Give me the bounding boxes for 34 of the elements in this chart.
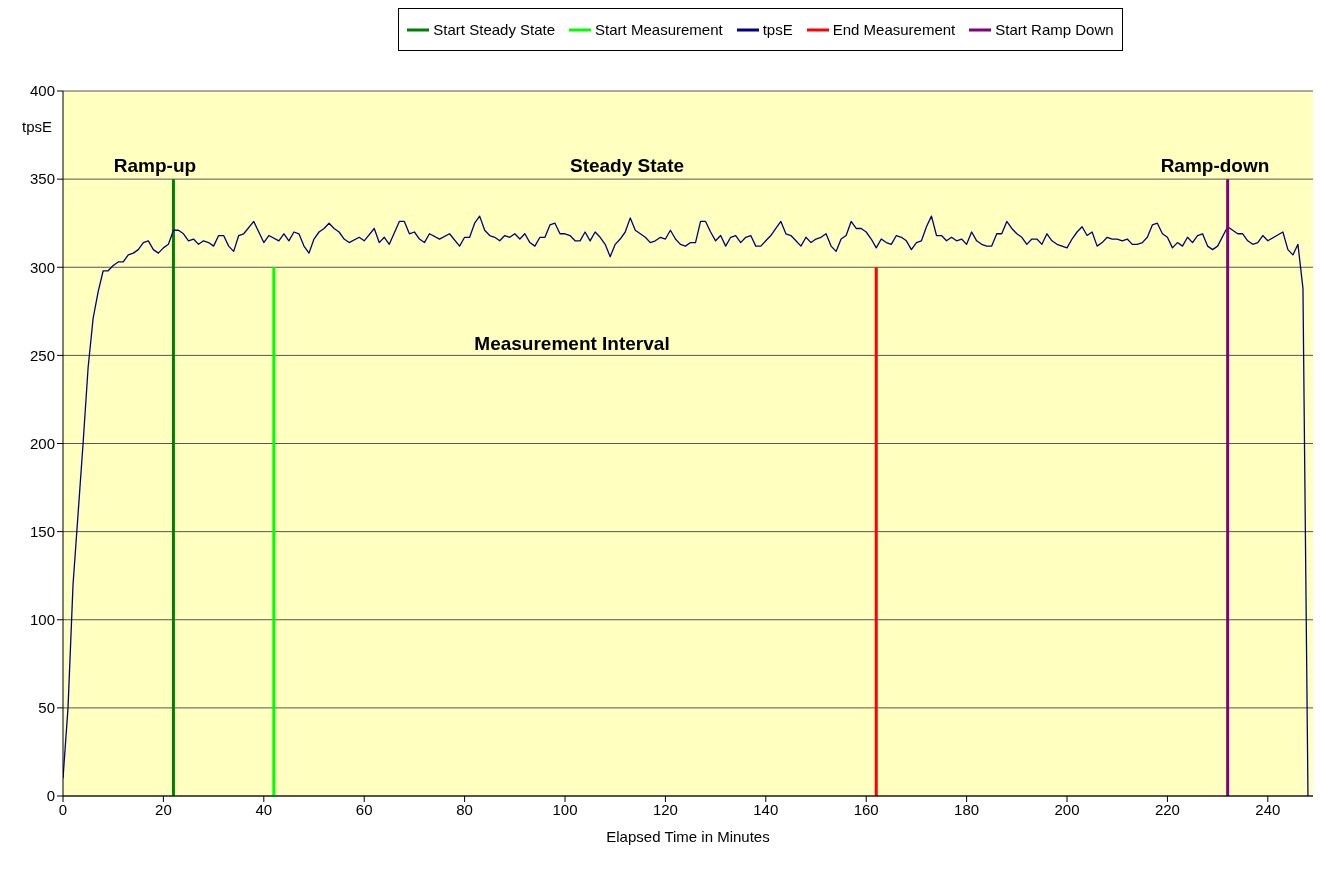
y-tick-label: 400: [29, 82, 55, 100]
legend-label: Start Measurement: [595, 21, 723, 38]
y-tick-label: 50: [38, 699, 55, 717]
y-tick-label: 350: [29, 170, 55, 188]
x-tick-label: 200: [1054, 800, 1080, 818]
x-tick-label: 40: [255, 800, 273, 818]
annotation: Steady State: [569, 155, 685, 177]
x-tick-label: 20: [155, 800, 172, 818]
legend-label: End Measurement: [832, 21, 956, 38]
x-tick-label: 140: [753, 800, 779, 818]
x-tick-label: 180: [954, 800, 980, 818]
y-tick-label: 0: [46, 787, 55, 805]
y-axis-title: tpsE: [22, 117, 53, 135]
y-tick-label: 100: [29, 611, 55, 629]
x-tick-label: 80: [456, 800, 473, 818]
x-tick-label: 240: [1255, 800, 1281, 818]
y-tick-label: 200: [29, 434, 55, 452]
annotation: Ramp-down: [1160, 155, 1270, 177]
annotation: Ramp-up: [113, 155, 197, 177]
y-tick-label: 250: [29, 346, 55, 364]
x-tick-label: 160: [853, 800, 879, 818]
y-tick-label: 300: [29, 258, 55, 276]
x-tick-label: 0: [58, 800, 68, 818]
y-tick-label: 150: [29, 522, 55, 540]
x-tick-label: 220: [1154, 800, 1180, 818]
annotation: Measurement Interval: [474, 333, 670, 355]
legend-label: tpsE: [762, 21, 793, 38]
line-series: [63, 215, 1309, 796]
x-tick-label: 100: [552, 800, 578, 818]
legend-label: Start Steady State: [433, 21, 556, 38]
x-tick-label: 120: [652, 800, 678, 818]
legend-label: Start Ramp Down: [995, 21, 1114, 38]
x-tick-label: 60: [355, 800, 373, 818]
x-axis-title: Elapsed Time in Minutes: [606, 828, 770, 845]
